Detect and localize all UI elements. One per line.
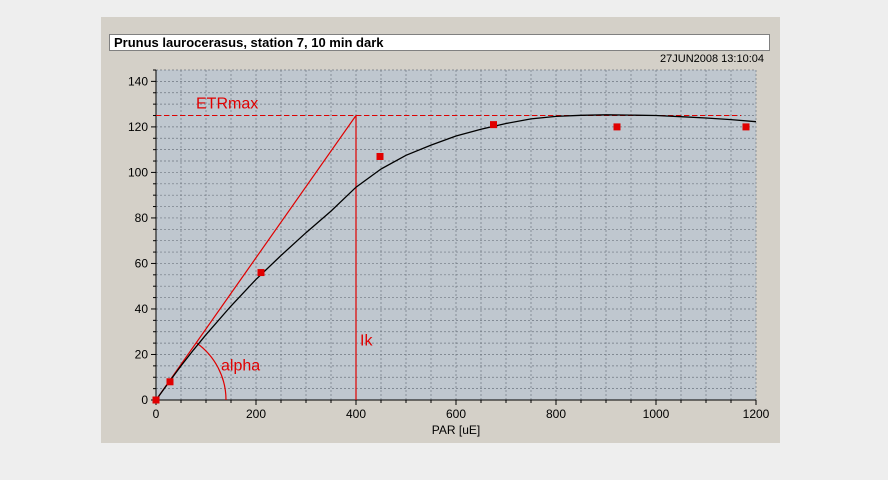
x-tick-label: 200 [246, 407, 266, 421]
alpha-slope-line [155, 115, 357, 401]
y-tick-label: 40 [135, 302, 149, 316]
data-points [152, 121, 750, 404]
data-point [742, 123, 750, 131]
grid [155, 69, 757, 401]
y-tick-label: 100 [128, 165, 148, 179]
x-tick-label: 1000 [643, 407, 670, 421]
timestamp: 27JUN2008 13:10:04 [660, 53, 764, 65]
x-tick-label: 400 [346, 407, 366, 421]
alpha-arc [195, 342, 227, 401]
y-tick-label: 140 [128, 74, 148, 88]
x-tick-label: 800 [546, 407, 566, 421]
data-point [376, 152, 384, 160]
ik-label: Ik [360, 332, 373, 349]
x-tick-label: 1200 [743, 407, 770, 421]
data-point [152, 396, 160, 404]
y-tick-label: 120 [128, 120, 148, 134]
y-axis-ticks: 0 20 40 60 80 100 120 140 [128, 69, 156, 407]
y-tick-label: 0 [141, 393, 148, 407]
data-point [166, 378, 174, 386]
annotations: ETRmax Ik alpha [155, 96, 741, 401]
x-axis-label: PAR [uE] [432, 423, 480, 437]
x-tick-label: 0 [153, 407, 160, 421]
fit-curve-line [155, 114, 757, 401]
data-point [257, 269, 265, 277]
data-point [490, 121, 497, 129]
etrmax-label: ETRmax [196, 96, 258, 113]
y-tick-label: 60 [135, 256, 149, 270]
y-tick-label: 80 [135, 211, 149, 225]
light-curve-chart: 0 200 400 600 800 1000 1200 0 20 40 60 80 100 120 140… [128, 69, 770, 437]
data-point [613, 123, 621, 131]
fit-curve [155, 114, 757, 401]
x-axis-ticks: 0 200 400 600 800 1000 1200 [153, 400, 770, 421]
x-tick-label: 600 [446, 407, 466, 421]
chart-title-field[interactable]: Prunus laurocerasus, station 7, 10 min d… [109, 34, 770, 51]
y-tick-label: 20 [135, 347, 149, 361]
alpha-label: alpha [221, 357, 260, 374]
